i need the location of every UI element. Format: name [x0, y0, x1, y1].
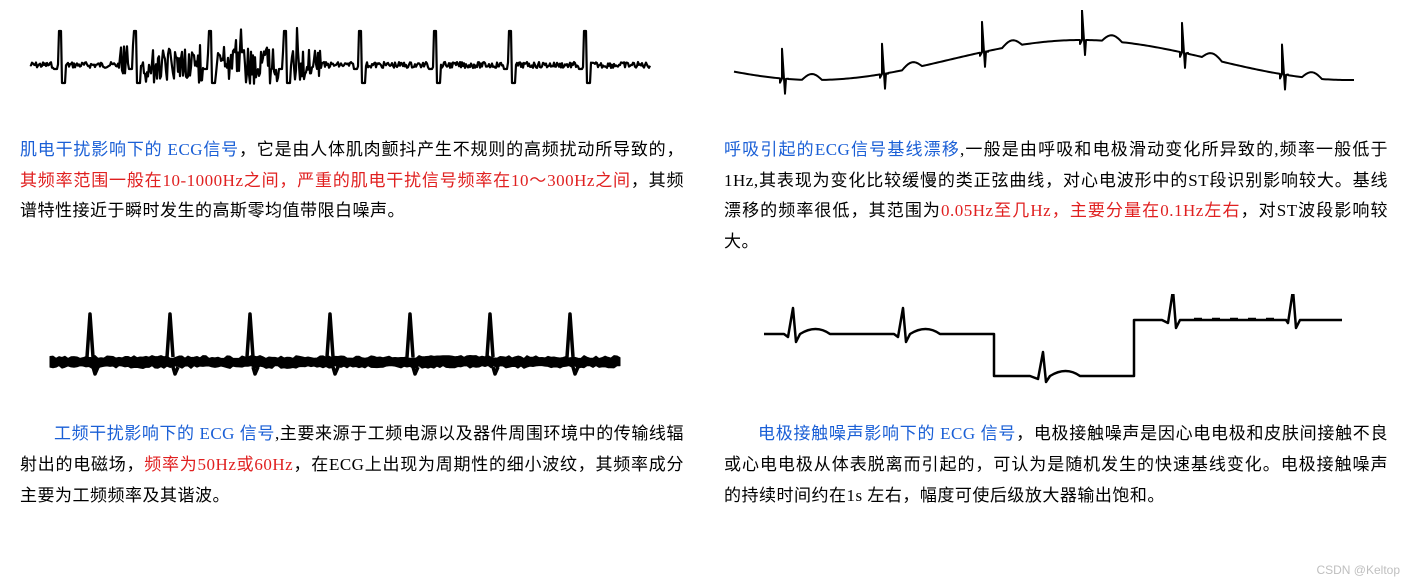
desc-electrode: 电极接触噪声影响下的 ECG 信号，电极接触噪声是因心电电极和皮肤间接触不良或心… [724, 419, 1388, 511]
baseline-title: 呼吸引起的ECG信号基线漂移 [724, 140, 960, 159]
powerline-title: 工频干扰影响下的 ECG 信号 [54, 424, 275, 443]
signal-emg [20, 10, 660, 110]
watermark: CSDN @Keltop [1316, 560, 1400, 582]
panel-emg: 肌电干扰影响下的 ECG信号，它是由人体肌肉颤抖产生不规则的高频扰动所导致的， 其… [20, 10, 684, 274]
desc-powerline: 工频干扰影响下的 ECG 信号,主要来源于工频电源以及器件周围环境中的传输线辐射… [20, 419, 684, 511]
emg-t2: ，它是由人体肌肉颤抖产生不规则的高频扰动所导致的， [239, 140, 684, 159]
electrode-title: 电极接触噪声影响下的 ECG 信号 [758, 424, 1016, 443]
emg-t3: 其频率范围一般在10-1000Hz之间，严重的肌电干扰信号频率在10～300Hz… [20, 171, 631, 190]
emg-title: 肌电干扰影响下的 ECG信号 [20, 140, 239, 159]
powerline-t3: 频率为50Hz或60Hz [144, 455, 293, 474]
figure-grid: 肌电干扰影响下的 ECG信号，它是由人体肌肉颤抖产生不规则的高频扰动所导致的， 其… [20, 10, 1388, 528]
panel-baseline: 呼吸引起的ECG信号基线漂移,一般是由呼吸和电极滑动变化所异致的,频率一般低于1… [724, 10, 1388, 274]
signal-powerline [20, 294, 660, 394]
desc-baseline: 呼吸引起的ECG信号基线漂移,一般是由呼吸和电极滑动变化所异致的,频率一般低于1… [724, 135, 1388, 257]
panel-powerline: 工频干扰影响下的 ECG 信号,主要来源于工频电源以及器件周围环境中的传输线辐射… [20, 294, 684, 528]
signal-electrode [724, 294, 1364, 394]
signal-baseline [724, 10, 1364, 110]
desc-emg: 肌电干扰影响下的 ECG信号，它是由人体肌肉颤抖产生不规则的高频扰动所导致的， 其… [20, 135, 684, 227]
panel-electrode: 电极接触噪声影响下的 ECG 信号，电极接触噪声是因心电电极和皮肤间接触不良或心… [724, 294, 1388, 528]
baseline-t3: 0.05Hz至几Hz，主要分量在0.1Hz左右 [941, 201, 1241, 220]
